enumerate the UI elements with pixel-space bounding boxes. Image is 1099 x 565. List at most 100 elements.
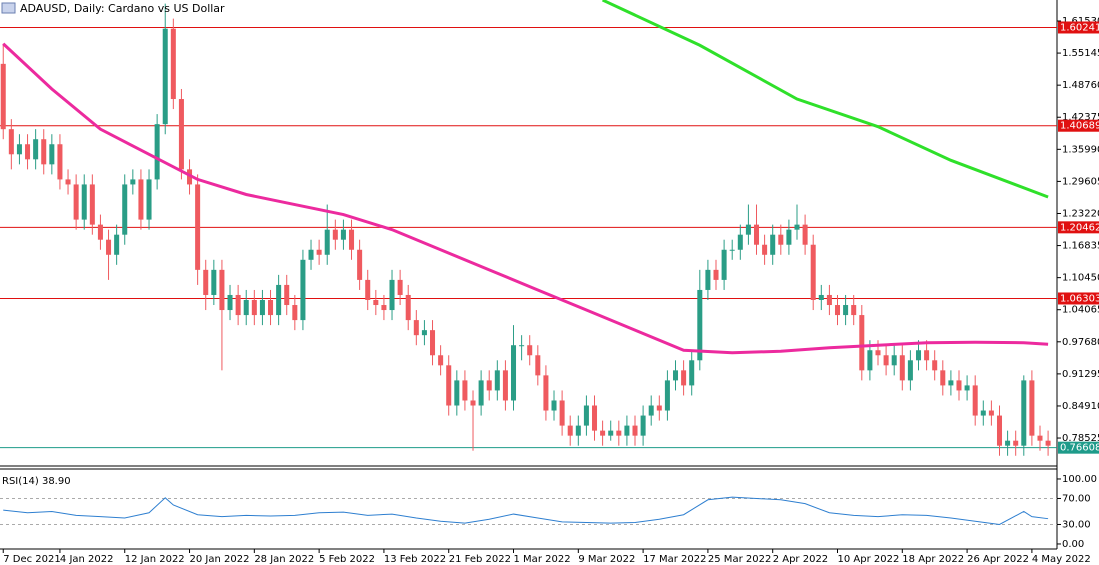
- y-tick-label: 0.00: [1062, 539, 1084, 550]
- candle-body: [203, 269, 209, 295]
- candle-body: [867, 350, 873, 371]
- candle-body: [0, 63, 6, 130]
- y-tick-label: 1.35990: [1062, 144, 1099, 155]
- candle-body: [818, 294, 824, 300]
- x-tick-label: 25 Mar 2022: [708, 554, 771, 565]
- candle-body: [365, 279, 371, 300]
- candle-body: [340, 229, 346, 240]
- candle-body: [462, 380, 468, 401]
- candle-body: [430, 330, 436, 356]
- candle-body: [494, 370, 500, 391]
- candle-body: [996, 415, 1003, 446]
- candle-body: [162, 28, 168, 125]
- candle-body: [1013, 440, 1019, 446]
- x-tick-label: 12 Jan 2022: [125, 554, 185, 565]
- candle-body: [154, 124, 160, 180]
- candle-body: [332, 229, 338, 240]
- candle-body: [1037, 435, 1043, 441]
- candle-body: [1005, 440, 1011, 446]
- candle-body: [57, 144, 63, 180]
- candle-body: [300, 259, 306, 321]
- x-tick-label: 10 Apr 2022: [838, 554, 900, 565]
- candle-body: [65, 179, 71, 185]
- candle-body: [16, 144, 22, 155]
- candle-body: [130, 179, 136, 185]
- candle-body: [454, 380, 460, 406]
- level-label: 0.76608: [1060, 443, 1099, 454]
- candle-body: [924, 350, 930, 361]
- candle-body: [891, 355, 897, 366]
- candle-body: [357, 249, 363, 280]
- x-tick-label: 9 Mar 2022: [578, 554, 635, 565]
- candle-body: [389, 279, 395, 311]
- y-tick-label: 1.42375: [1062, 112, 1099, 123]
- x-tick-label: 4 May 2022: [1032, 554, 1091, 565]
- candle-body: [81, 184, 87, 220]
- level-tag: [1058, 441, 1099, 454]
- candle-body: [843, 305, 849, 316]
- candle-body: [178, 99, 184, 170]
- candle-body: [672, 370, 679, 381]
- x-tick-label: 28 Jan 2022: [254, 554, 314, 565]
- level-tag: [1058, 292, 1099, 305]
- candle-body: [713, 269, 719, 280]
- candle-body: [826, 294, 832, 306]
- y-tick-label: 1.04065: [1062, 305, 1099, 316]
- y-tick-label: 1.23220: [1062, 208, 1099, 219]
- y-tick-label: 0.78525: [1062, 433, 1099, 444]
- candle-body: [41, 139, 47, 165]
- candle-body: [834, 305, 841, 316]
- main-pane: [0, 0, 1057, 456]
- candle-body: [1029, 380, 1035, 436]
- candle-body: [948, 380, 954, 386]
- y-tick-label: 1.29605: [1062, 176, 1099, 187]
- candle-body: [786, 229, 792, 245]
- candle-body: [519, 345, 525, 347]
- candle-body: [106, 239, 112, 255]
- candle-body: [49, 144, 55, 165]
- level-tag: [1058, 21, 1099, 34]
- candle-body: [883, 355, 889, 366]
- x-tick-label: 13 Feb 2022: [384, 554, 446, 565]
- candle-body: [778, 234, 784, 245]
- candle-body: [737, 234, 743, 250]
- candle-body: [899, 355, 905, 381]
- candle-body: [227, 294, 233, 311]
- x-tick-label: 4 Jan 2022: [60, 554, 114, 565]
- candle-body: [486, 380, 492, 391]
- candle-body: [146, 179, 152, 220]
- line: [601, 0, 1049, 199]
- candle-body: [373, 299, 379, 306]
- candle-body: [438, 355, 444, 366]
- candle-body: [851, 305, 857, 316]
- candle-body: [421, 330, 427, 336]
- candle-body: [567, 425, 573, 436]
- candle-body: [940, 370, 946, 386]
- candle-body: [810, 244, 816, 300]
- y-tick-label: 70.00: [1062, 493, 1091, 504]
- x-tick-label: 17 Mar 2022: [643, 554, 706, 565]
- candle-body: [980, 410, 986, 416]
- x-tick-label: 1 Mar 2022: [514, 554, 571, 565]
- y-tick-label: 1.16835: [1062, 241, 1099, 252]
- candle-body: [89, 184, 95, 225]
- candle-body: [405, 294, 411, 321]
- candle-body: [729, 249, 735, 251]
- candle-body: [478, 380, 484, 406]
- candle-body: [276, 284, 282, 316]
- candle-body: [689, 360, 695, 386]
- candle-body: [195, 184, 201, 270]
- level-label: 1.20462: [1060, 222, 1099, 233]
- level-label: 1.40689: [1060, 121, 1099, 132]
- x-tick-label: 18 Apr 2022: [902, 554, 964, 565]
- candle-body: [559, 400, 565, 426]
- x-tick-label: 7 Dec 2021: [3, 554, 61, 565]
- level-tag: [1058, 221, 1099, 234]
- candle-body: [138, 179, 144, 220]
- candle-body: [859, 315, 865, 371]
- candle-body: [211, 269, 217, 295]
- x-tick-label: 21 Feb 2022: [449, 554, 511, 565]
